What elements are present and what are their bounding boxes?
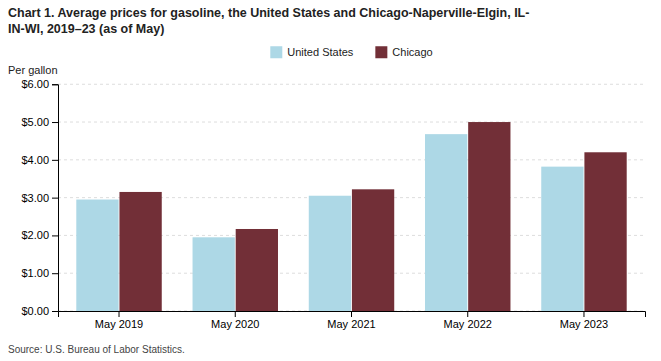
tick: May 2022 bbox=[444, 311, 492, 330]
tick-mark bbox=[235, 311, 236, 317]
tick-label: May 2022 bbox=[444, 318, 492, 330]
tick: May 2020 bbox=[211, 311, 259, 330]
tick: May 2023 bbox=[560, 311, 608, 330]
chart: Chart 1. Average prices for gasoline, th… bbox=[0, 0, 661, 361]
bar bbox=[236, 229, 278, 311]
plot: $0.00 $1.00 $2.00 $3.00 $4.00 $5.00 $6.00 May 2… bbox=[21, 78, 645, 330]
tick: $3.00 bbox=[21, 192, 58, 204]
bar bbox=[425, 134, 467, 311]
tick-label: $3.00 bbox=[21, 192, 49, 204]
tick-label: $6.00 bbox=[21, 78, 49, 90]
legend-item: United States bbox=[270, 46, 354, 58]
y-axis-label: Per gallon bbox=[8, 64, 58, 76]
tick-mark bbox=[119, 311, 120, 317]
tick-mark bbox=[52, 198, 58, 199]
bar bbox=[352, 189, 394, 311]
axis-line bbox=[52, 85, 59, 312]
tick-label: May 2019 bbox=[95, 318, 143, 330]
bar bbox=[309, 196, 351, 311]
tick-mark bbox=[467, 311, 468, 317]
tick: $6.00 bbox=[21, 78, 58, 90]
tick-label: $2.00 bbox=[21, 229, 49, 241]
tick: $1.00 bbox=[21, 267, 58, 279]
legend-swatch bbox=[375, 46, 387, 58]
grid bbox=[58, 84, 645, 311]
legend-item: Chicago bbox=[375, 46, 432, 58]
tick-label: $5.00 bbox=[21, 116, 49, 128]
tick: May 2021 bbox=[327, 311, 375, 330]
tick-label: $0.00 bbox=[21, 305, 49, 317]
tick-mark bbox=[52, 84, 58, 85]
tick-mark bbox=[52, 122, 58, 123]
axis-line bbox=[59, 312, 646, 318]
x-axis: May 2019 May 2020 May 2021 May 2022 May 2023 bbox=[59, 311, 646, 330]
legend-label: Chicago bbox=[392, 46, 432, 58]
tick-mark bbox=[52, 235, 58, 236]
source: Source: U.S. Bureau of Labor Statistics. bbox=[8, 344, 185, 355]
tick: $2.00 bbox=[21, 229, 58, 241]
tick-mark bbox=[351, 311, 352, 317]
grid-line bbox=[58, 84, 645, 85]
title-line: Chart 1. Average prices for gasoline, th… bbox=[8, 6, 529, 20]
bar bbox=[584, 152, 626, 311]
y-axis: $0.00 $1.00 $2.00 $3.00 $4.00 $5.00 $6.00 bbox=[21, 78, 58, 317]
series bbox=[119, 122, 626, 311]
bar bbox=[76, 200, 118, 311]
legend-swatch bbox=[270, 46, 282, 58]
bar bbox=[193, 237, 235, 311]
tick-label: May 2020 bbox=[211, 318, 259, 330]
bar bbox=[468, 122, 510, 311]
title: Chart 1. Average prices for gasoline, th… bbox=[8, 6, 529, 36]
bars bbox=[76, 122, 626, 311]
tick-label: $4.00 bbox=[21, 154, 49, 166]
tick-label: May 2023 bbox=[560, 318, 608, 330]
title-line: IN-WI, 2019–23 (as of May) bbox=[8, 22, 164, 36]
tick: May 2019 bbox=[95, 311, 143, 330]
legend: United States Chicago bbox=[270, 46, 432, 58]
grid-line bbox=[58, 159, 645, 160]
tick-mark bbox=[52, 311, 58, 312]
tick-mark bbox=[52, 273, 58, 274]
bar bbox=[119, 192, 161, 311]
bar bbox=[541, 167, 583, 311]
tick-mark bbox=[583, 311, 584, 317]
tick: $5.00 bbox=[21, 116, 58, 128]
tick-label: $1.00 bbox=[21, 267, 49, 279]
tick: $0.00 bbox=[21, 305, 58, 317]
legend-label: United States bbox=[287, 46, 354, 58]
grid-line bbox=[58, 122, 645, 123]
tick-label: May 2021 bbox=[327, 318, 375, 330]
tick-mark bbox=[52, 160, 58, 161]
tick: $4.00 bbox=[21, 154, 58, 166]
